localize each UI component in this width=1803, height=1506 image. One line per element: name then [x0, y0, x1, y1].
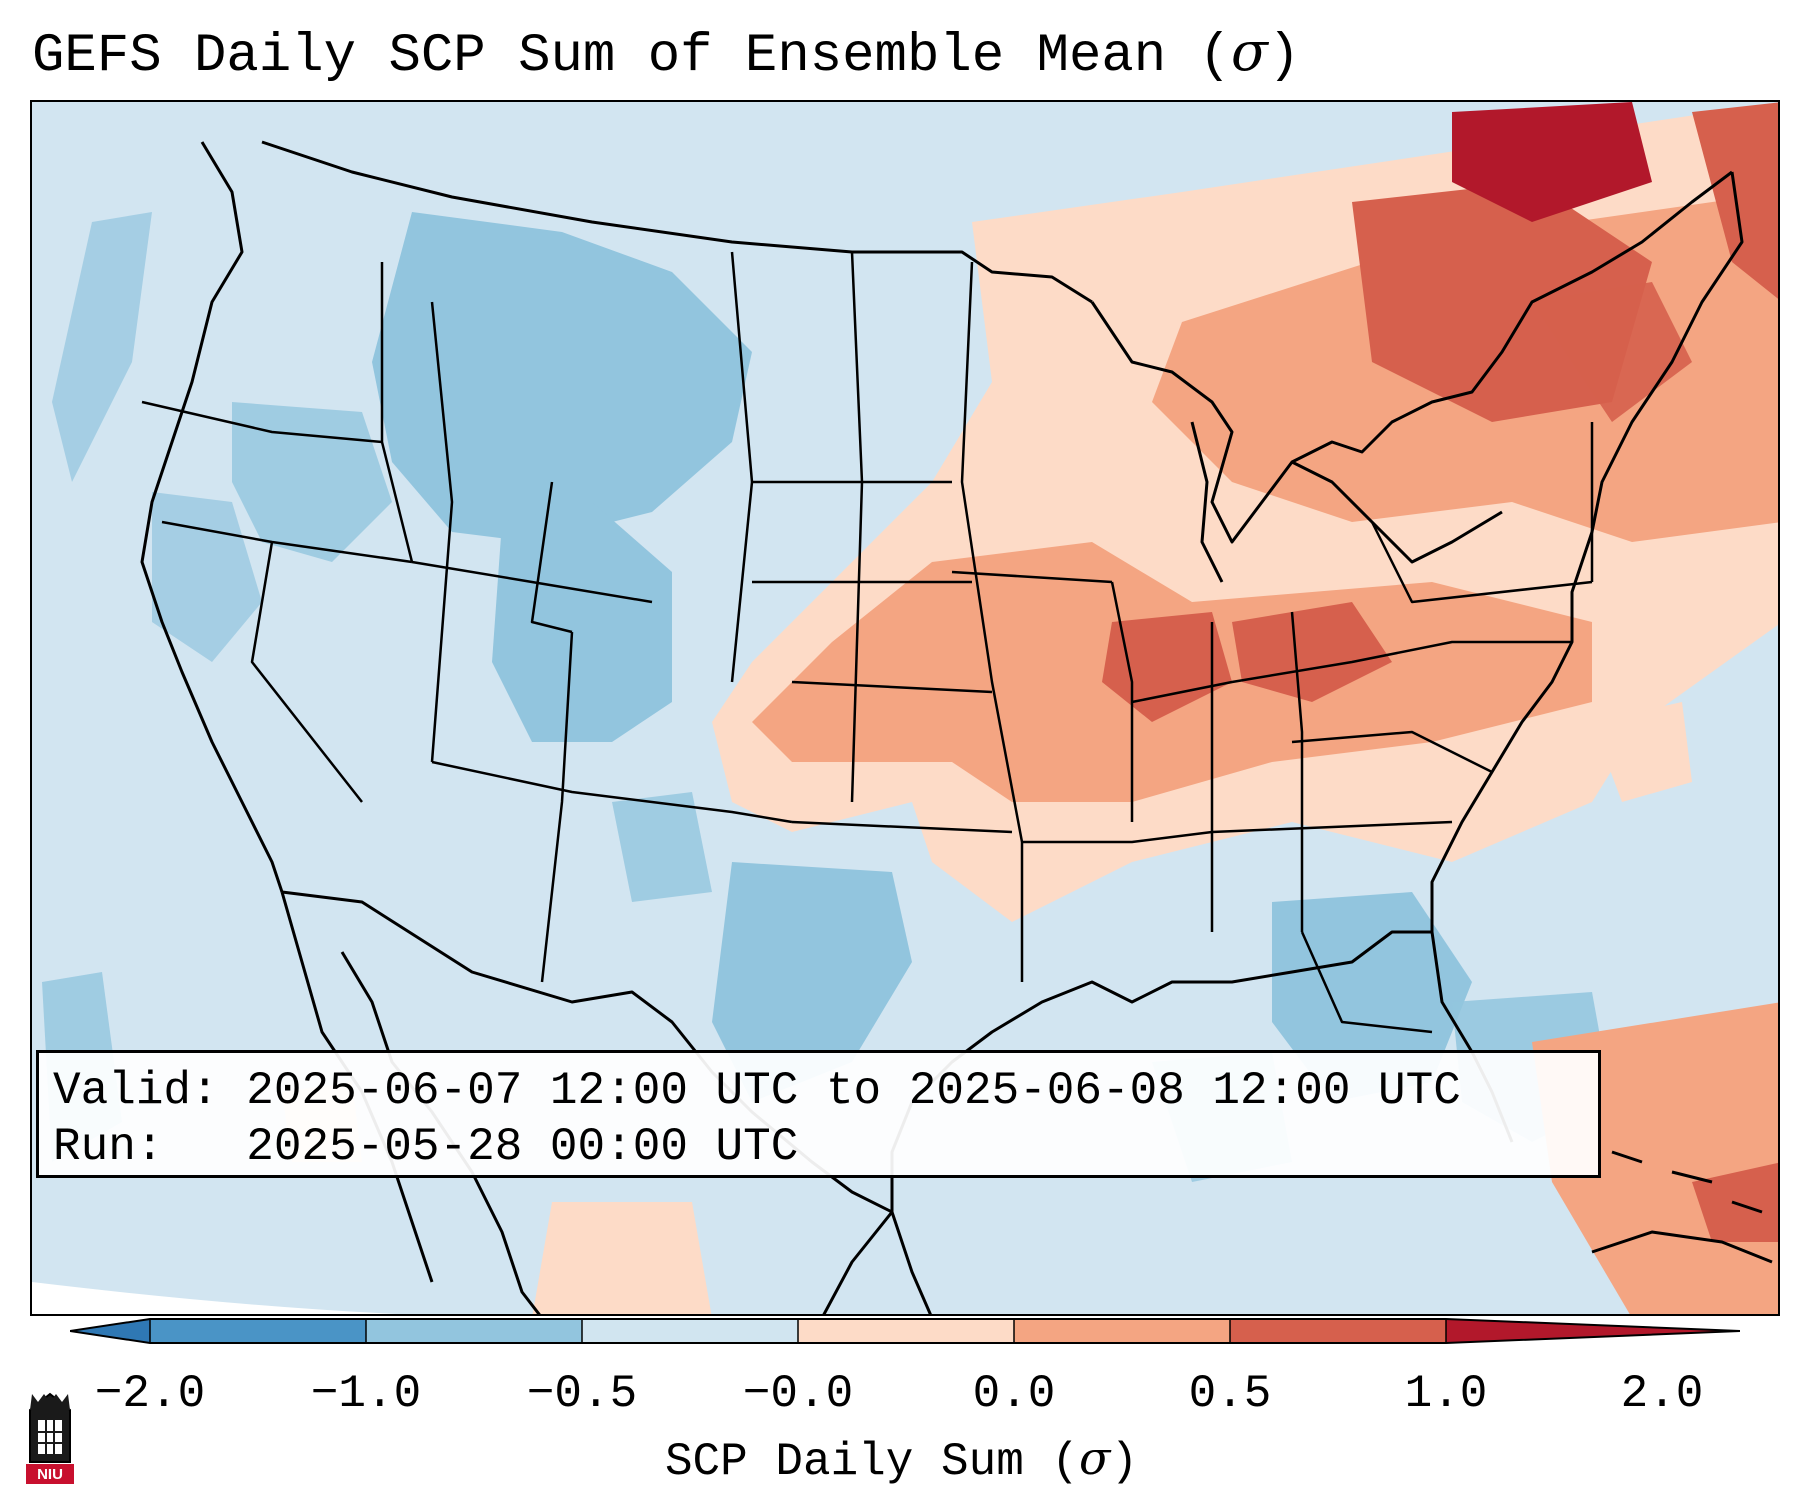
colorbar-tick-label-4: −0.0: [742, 1368, 854, 1420]
valid-value: 2025-06-07 12:00 UTC to 2025-06-08 12:00…: [246, 1065, 1461, 1117]
colorbar-bin-6: [1230, 1319, 1446, 1343]
valid-label: Valid:: [53, 1065, 219, 1117]
state-borders: [141, 251, 1594, 1034]
info-box: Valid: 2025-06-07 12:00 UTC to 2025-06-0…: [36, 1050, 1601, 1178]
colorbar-tick-label-6: 0.5: [1188, 1368, 1272, 1420]
colorbar-extend-high: [1446, 1319, 1740, 1343]
run-label: Run:: [53, 1121, 164, 1173]
colorbar: [70, 1318, 1740, 1344]
colorbar-tick-label-3: −0.5: [526, 1368, 638, 1420]
colorbar-bin-5: [1014, 1319, 1230, 1343]
colorbar-tick-marks: [149, 1319, 1447, 1343]
colorbar-tick-label-8: 2.0: [1620, 1368, 1704, 1420]
projection-edge: [32, 1282, 397, 1314]
positive-anomaly-field: [282, 102, 1778, 1314]
colorbar-bin-2: [366, 1319, 582, 1343]
run-value: 2025-05-28 00:00 UTC: [246, 1121, 799, 1173]
colorbar-bin-1: [150, 1319, 366, 1343]
valid-line: Valid: 2025-06-07 12:00 UTC to 2025-06-0…: [53, 1063, 1584, 1119]
colorbar-extend-low: [70, 1319, 150, 1343]
colorbar-bin-4: [798, 1319, 1014, 1343]
svg-text:NIU: NIU: [37, 1466, 63, 1483]
colorbar-label: SCP Daily Sum (σ): [664, 1431, 1139, 1488]
colorbar-tick-label-2: −1.0: [310, 1368, 422, 1420]
colorbar-tick-label-1: −2.0: [94, 1368, 206, 1420]
run-line: Run: 2025-05-28 00:00 UTC: [53, 1119, 1584, 1175]
chart-title: GEFS Daily SCP Sum of Ensemble Mean (σ): [32, 20, 1301, 87]
colorbar-bin-3: [582, 1319, 798, 1343]
colorbar-tick-label-5: 0.0: [972, 1368, 1056, 1420]
colorbar-tick-label-7: 1.0: [1404, 1368, 1488, 1420]
niu-logo: NIU: [26, 1392, 74, 1484]
